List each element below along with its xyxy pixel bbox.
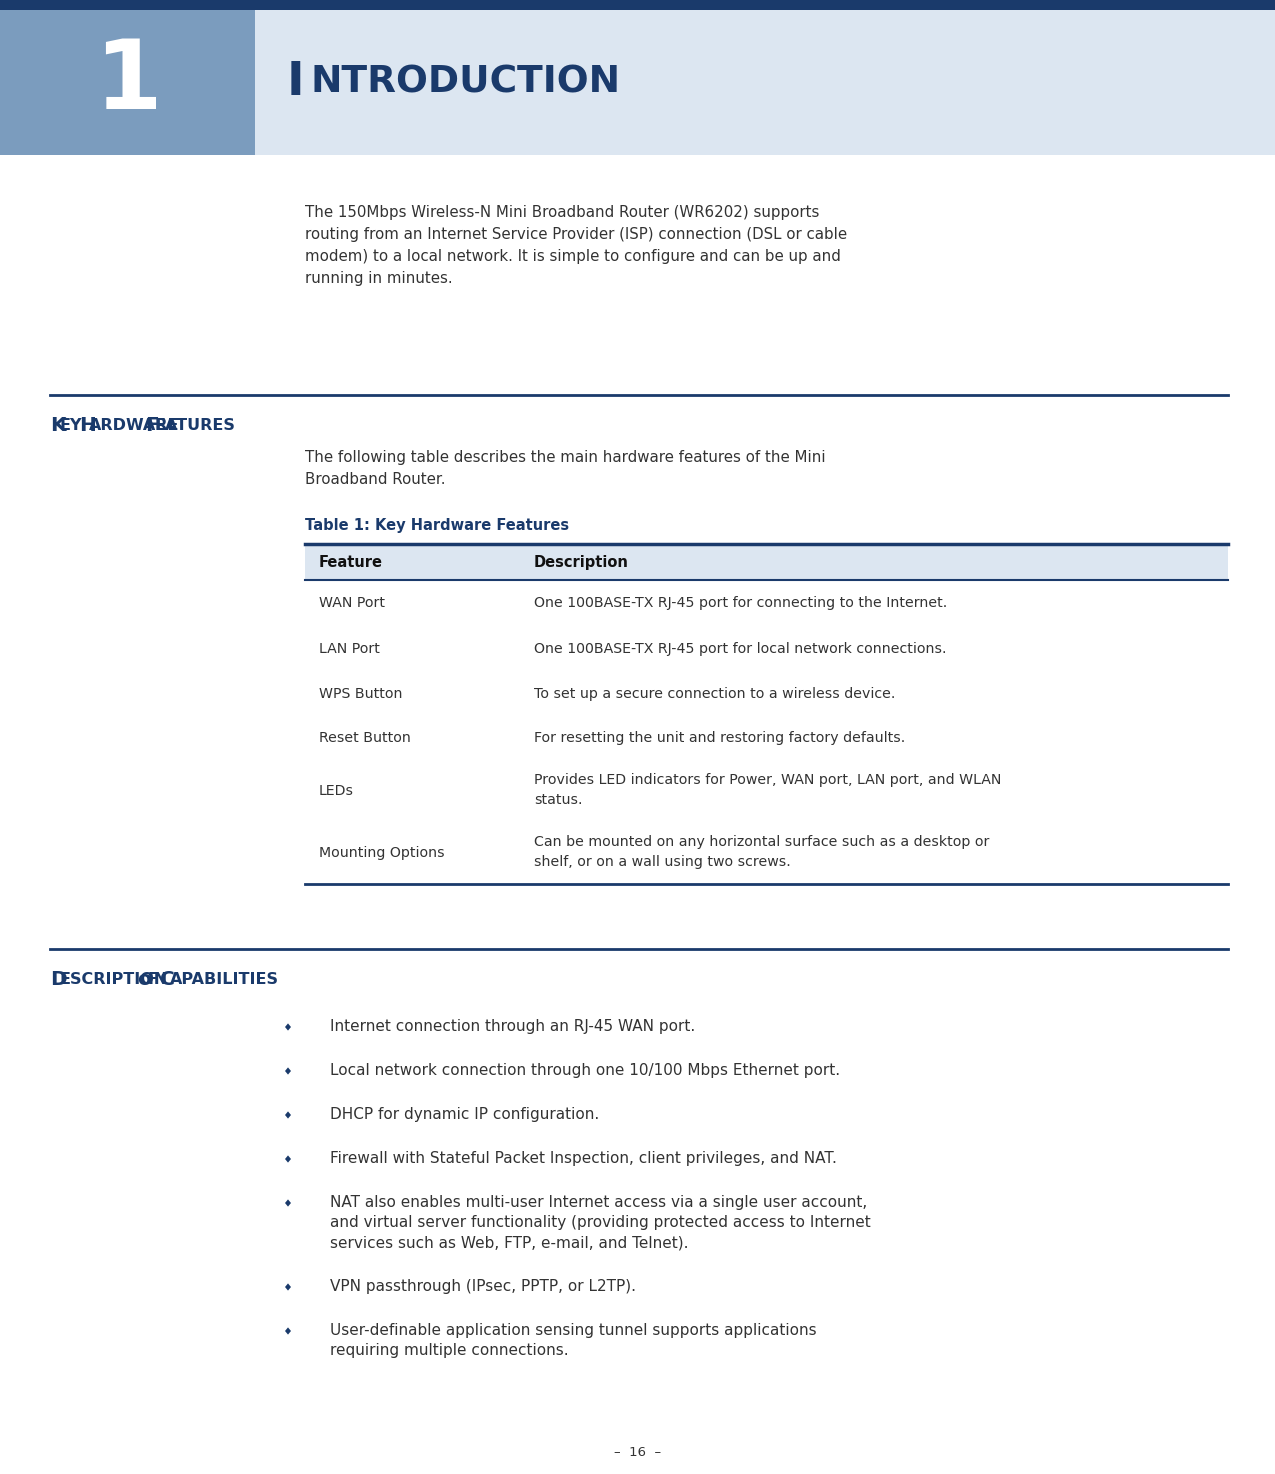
Text: For resetting the unit and restoring factory defaults.: For resetting the unit and restoring fac…	[534, 731, 905, 744]
Polygon shape	[286, 1284, 291, 1291]
Polygon shape	[286, 1156, 291, 1163]
Text: modem) to a local network. It is simple to configure and can be up and: modem) to a local network. It is simple …	[305, 249, 842, 264]
Text: To set up a secure connection to a wireless device.: To set up a secure connection to a wirel…	[534, 687, 895, 702]
Text: and virtual server functionality (providing protected access to Internet: and virtual server functionality (provid…	[330, 1215, 871, 1229]
Text: H: H	[79, 416, 97, 435]
Text: Description: Description	[534, 554, 629, 569]
Text: K: K	[50, 416, 65, 435]
Text: F: F	[145, 416, 159, 435]
Text: The 150Mbps Wireless-N Mini Broadband Router (WR6202) supports: The 150Mbps Wireless-N Mini Broadband Ro…	[305, 205, 820, 220]
Text: ARDWARE: ARDWARE	[89, 417, 180, 432]
Text: Internet connection through an RJ-45 WAN port.: Internet connection through an RJ-45 WAN…	[330, 1019, 695, 1033]
Bar	[305, 544, 1228, 579]
Text: 1: 1	[93, 35, 162, 130]
Text: User-definable application sensing tunnel supports applications: User-definable application sensing tunne…	[330, 1324, 816, 1338]
Text: NTRODUCTION: NTRODUCTION	[310, 65, 620, 100]
Text: One 100BASE-TX RJ-45 port for local network connections.: One 100BASE-TX RJ-45 port for local netw…	[534, 643, 946, 656]
Text: WPS Button: WPS Button	[319, 687, 403, 702]
Text: The following table describes the main hardware features of the Mini: The following table describes the main h…	[305, 450, 826, 464]
Text: C: C	[159, 970, 175, 989]
Text: One 100BASE-TX RJ-45 port for connecting to the Internet.: One 100BASE-TX RJ-45 port for connecting…	[534, 595, 947, 610]
Text: NAT also enables multi-user Internet access via a single user account,: NAT also enables multi-user Internet acc…	[330, 1195, 867, 1210]
Text: EATURES: EATURES	[156, 417, 236, 432]
Text: routing from an Internet Service Provider (ISP) connection (DSL or cable: routing from an Internet Service Provide…	[305, 227, 847, 242]
Text: LEDs: LEDs	[319, 784, 354, 797]
Bar	[0, 10, 255, 155]
Polygon shape	[286, 1200, 291, 1207]
Text: Can be mounted on any horizontal surface such as a desktop or: Can be mounted on any horizontal surface…	[534, 834, 989, 849]
Text: WAN Port: WAN Port	[319, 595, 385, 610]
Bar	[255, 10, 1275, 155]
Text: Provides LED indicators for Power, WAN port, LAN port, and WLAN: Provides LED indicators for Power, WAN p…	[534, 772, 1001, 787]
Polygon shape	[286, 1328, 291, 1334]
Text: D: D	[50, 970, 66, 989]
Text: F: F	[147, 971, 158, 986]
Text: Reset Button: Reset Button	[319, 731, 411, 744]
Text: –  16  –: – 16 –	[615, 1446, 660, 1458]
Text: Feature: Feature	[319, 554, 382, 569]
Text: Table 1: Key Hardware Features: Table 1: Key Hardware Features	[305, 517, 569, 534]
Text: VPN passthrough (IPsec, PPTP, or L2TP).: VPN passthrough (IPsec, PPTP, or L2TP).	[330, 1279, 636, 1294]
Text: Mounting Options: Mounting Options	[319, 846, 445, 859]
Text: requiring multiple connections.: requiring multiple connections.	[330, 1343, 569, 1358]
Text: Firewall with Stateful Packet Inspection, client privileges, and NAT.: Firewall with Stateful Packet Inspection…	[330, 1151, 836, 1166]
Text: Local network connection through one 10/100 Mbps Ethernet port.: Local network connection through one 10/…	[330, 1063, 840, 1077]
Text: services such as Web, FTP, e-mail, and Telnet).: services such as Web, FTP, e-mail, and T…	[330, 1235, 688, 1250]
Text: EY: EY	[60, 417, 83, 432]
Text: ESCRIPTION: ESCRIPTION	[60, 971, 168, 986]
Polygon shape	[286, 1067, 291, 1075]
Text: running in minutes.: running in minutes.	[305, 271, 453, 286]
Text: shelf, or on a wall using two screws.: shelf, or on a wall using two screws.	[534, 855, 790, 870]
Text: DHCP for dynamic IP configuration.: DHCP for dynamic IP configuration.	[330, 1107, 599, 1122]
Polygon shape	[286, 1111, 291, 1119]
Polygon shape	[286, 1023, 291, 1030]
Text: status.: status.	[534, 793, 583, 806]
Bar	[0, 0, 1275, 10]
Text: Broadband Router.: Broadband Router.	[305, 472, 445, 486]
Text: APABILITIES: APABILITIES	[170, 971, 278, 986]
Text: I: I	[287, 60, 305, 105]
Text: o: o	[138, 970, 152, 989]
Text: LAN Port: LAN Port	[319, 643, 380, 656]
